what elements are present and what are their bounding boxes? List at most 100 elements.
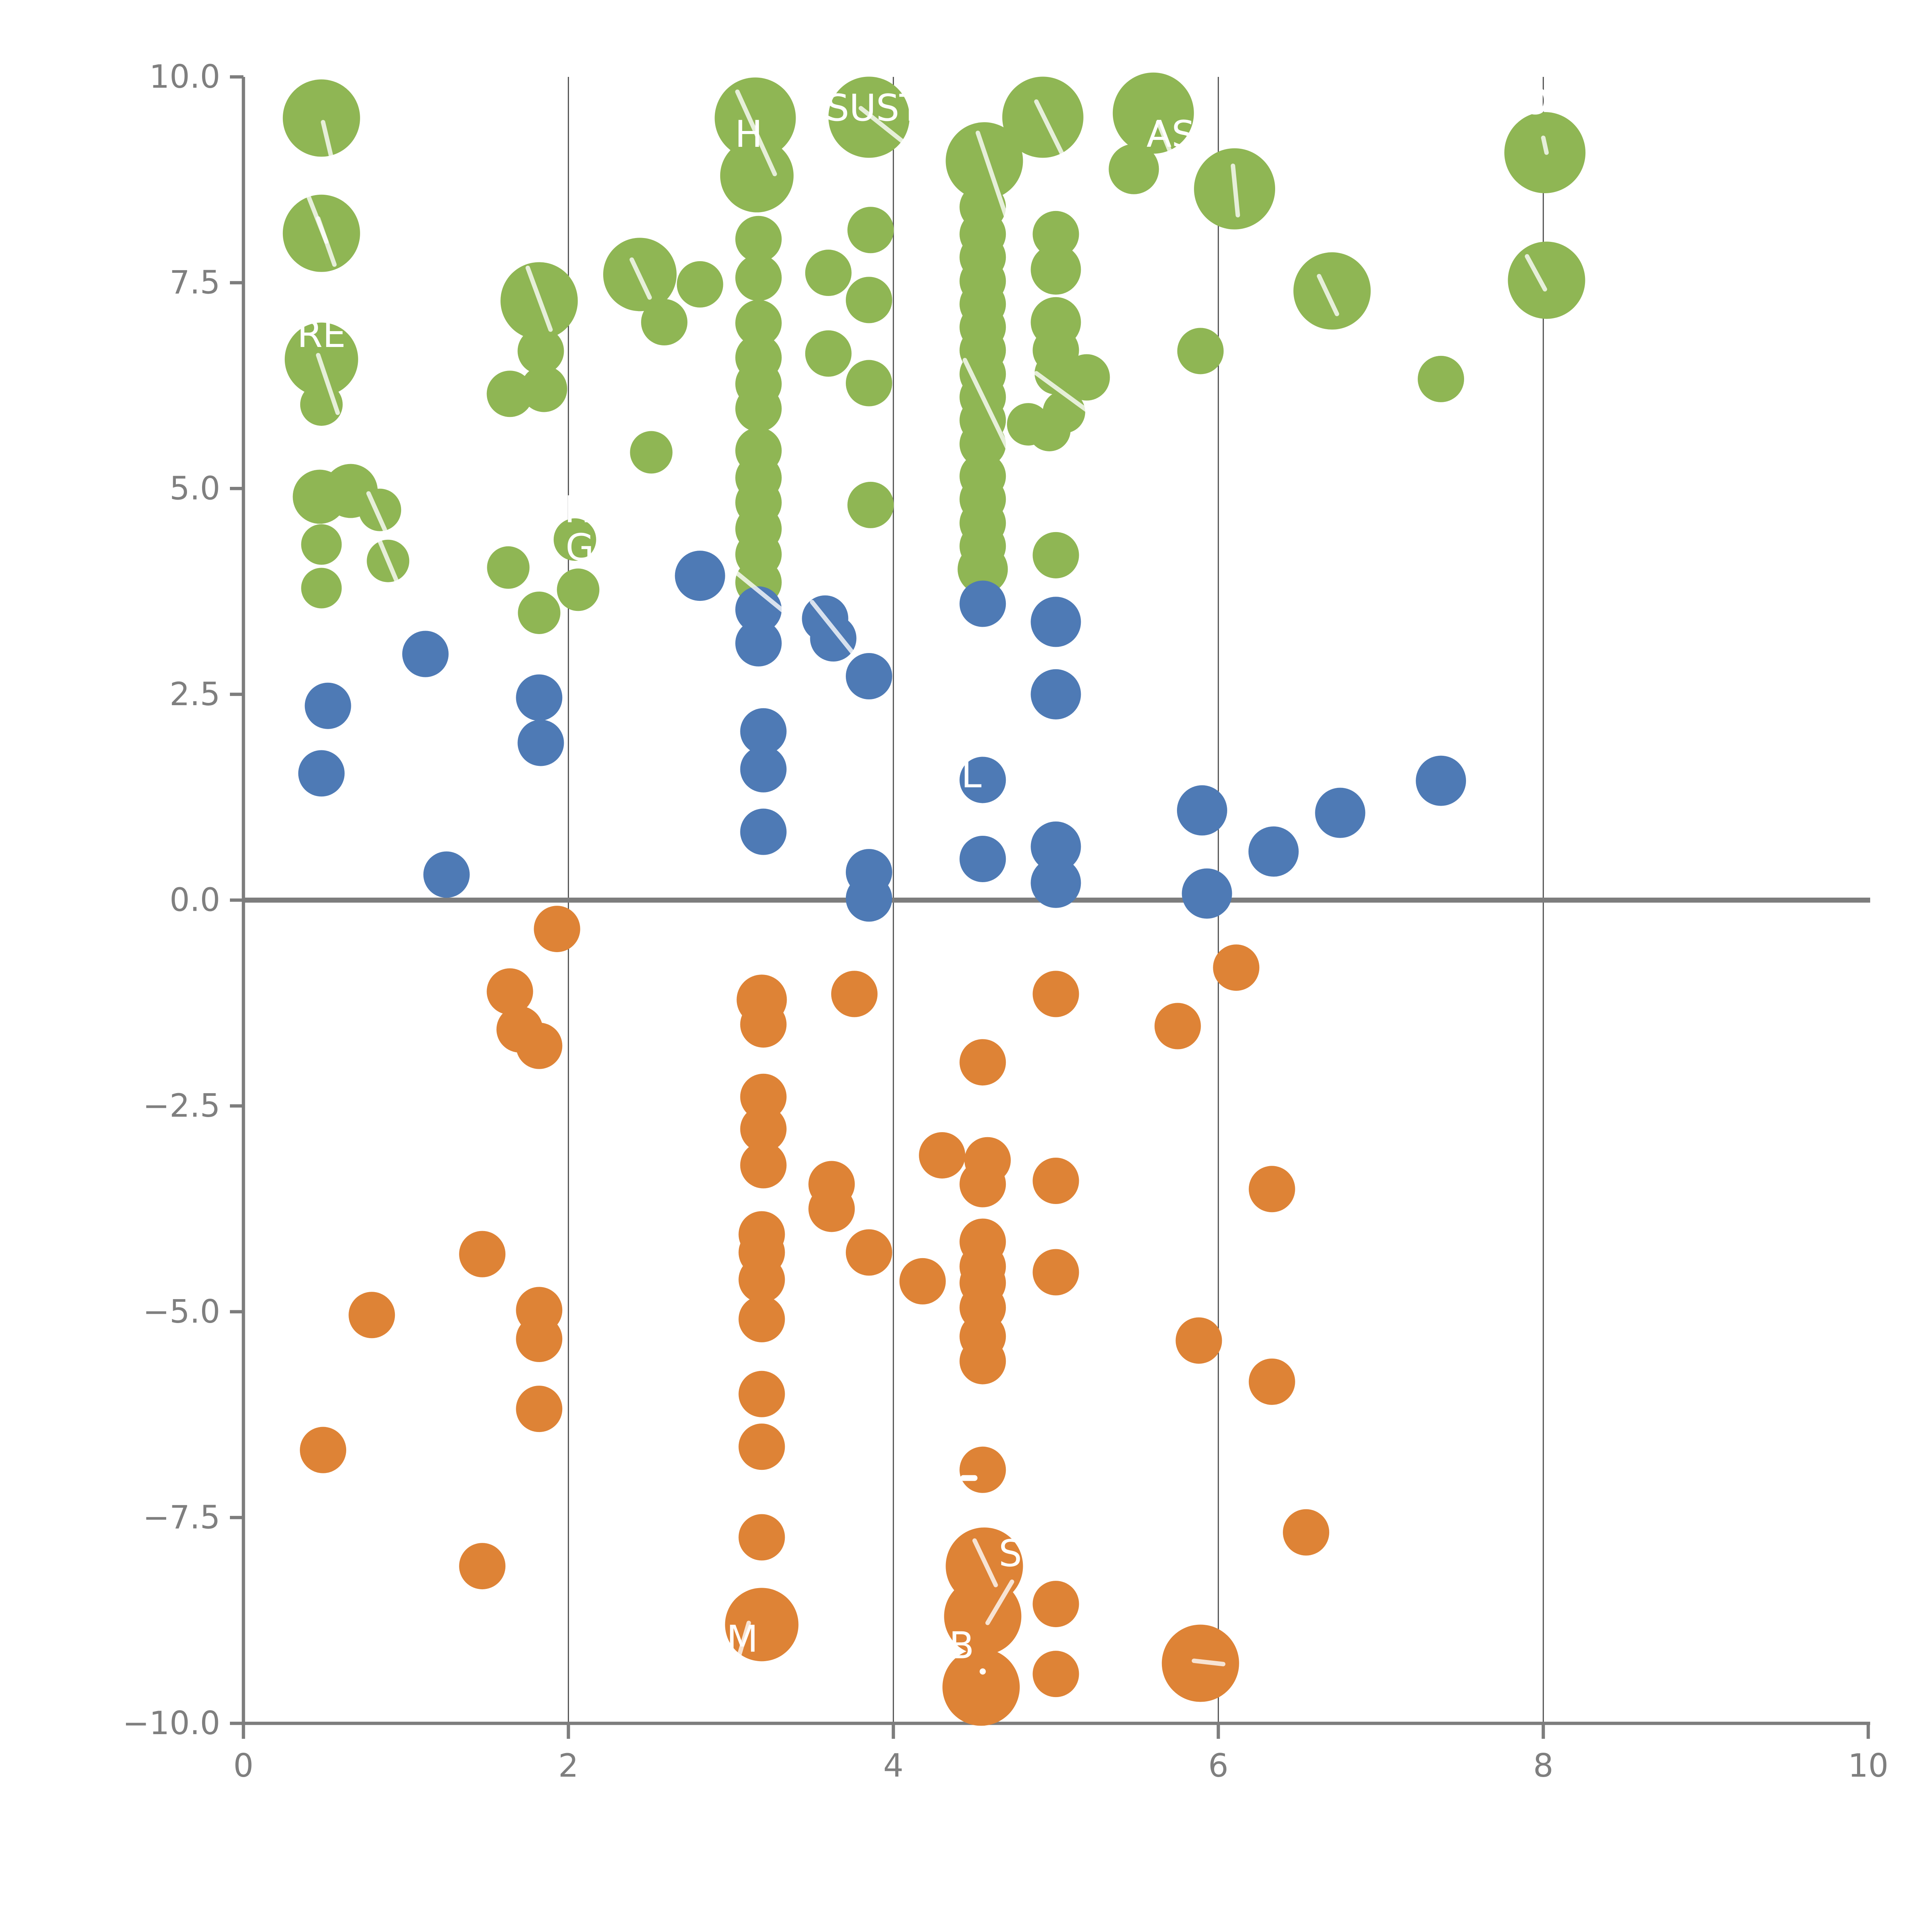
data-point-positive-small <box>959 835 1006 882</box>
leader-line <box>316 353 340 415</box>
x-tick-label: 10 <box>1848 1747 1889 1784</box>
data-point-positive-large <box>1031 244 1081 295</box>
data-point-positive-large <box>957 544 1008 595</box>
bubble-label: O <box>1521 80 1550 123</box>
data-point-negative <box>738 1296 785 1342</box>
data-point-negative <box>738 1514 785 1561</box>
data-point-negative <box>740 1073 787 1120</box>
leader-line <box>1156 120 1185 185</box>
bubble-label: ASSE <box>1146 113 1242 156</box>
data-point-negative <box>1248 1166 1295 1213</box>
data-point-positive-small <box>740 808 787 855</box>
data-point-positive-large <box>1418 355 1464 402</box>
bubble-label: SUST <box>826 87 922 129</box>
data-point-negative <box>1032 1158 1079 1204</box>
data-point-negative <box>534 906 580 952</box>
data-point-negative <box>959 1338 1006 1384</box>
data-point-negative <box>1032 1581 1079 1628</box>
annotation-leader-lines <box>306 89 1549 1675</box>
y-tick-label: 2.5 <box>170 676 220 713</box>
data-point-negative <box>959 1161 1006 1208</box>
data-point-positive-large <box>641 299 688 345</box>
data-point-positive-large <box>301 524 342 565</box>
data-point-negative <box>486 968 533 1015</box>
y-tick-label: 7.5 <box>170 264 220 301</box>
data-point-positive-small <box>1031 669 1081 719</box>
data-point-negative <box>1175 1317 1222 1364</box>
data-point-negative <box>300 1427 347 1473</box>
data-point-positive-large <box>959 421 1006 468</box>
data-point-positive-large <box>845 360 892 406</box>
data-point-negative <box>738 1423 785 1470</box>
leader-line <box>316 216 337 267</box>
data-point-positive-small <box>740 708 787 755</box>
data-point-positive-large <box>1508 242 1585 319</box>
data-point-positive-large <box>1112 72 1194 154</box>
x-tick-label: 0 <box>233 1747 254 1784</box>
y-tick-label: 5.0 <box>170 470 220 507</box>
data-point-negative <box>1032 1651 1079 1697</box>
label-fragment-dot <box>980 1668 986 1675</box>
bubble-label: B <box>949 1625 974 1667</box>
leader-line <box>963 358 1014 460</box>
data-point-negative <box>459 1231 506 1277</box>
data-point-negative <box>740 1001 787 1048</box>
x-tick-label: 2 <box>558 1747 579 1784</box>
data-point-positive-large <box>847 481 894 528</box>
data-point-positive-small <box>298 750 345 797</box>
bubble-label: L <box>961 754 981 796</box>
data-point-positive-small <box>1315 787 1366 838</box>
leader-line <box>972 1538 998 1587</box>
data-point-positive-small <box>959 757 1006 803</box>
data-point-positive-large <box>359 488 401 531</box>
bubble-label: H <box>735 113 762 156</box>
data-point-positive-large <box>805 250 852 296</box>
leader-line <box>1034 371 1115 432</box>
leader-line <box>732 1621 751 1675</box>
x-tick-label: 4 <box>883 1747 904 1784</box>
data-point-negative <box>516 1386 563 1432</box>
data-point-positive-large <box>518 591 561 634</box>
data-point-positive-large <box>553 518 596 561</box>
data-point-negative <box>845 1229 892 1276</box>
data-point-negative <box>459 1543 506 1590</box>
data-point-negative <box>831 971 878 1017</box>
data-point-positive-small <box>517 719 564 766</box>
data-point-negative <box>959 1039 1006 1086</box>
data-point-negative <box>740 1105 787 1152</box>
leader-line <box>732 568 795 621</box>
data-point-negative <box>516 1022 563 1069</box>
data-point-positive-small <box>735 620 782 667</box>
data-point-negative <box>349 1292 395 1338</box>
data-point-negative <box>959 1446 1006 1493</box>
data-point-positive-large <box>946 122 1023 200</box>
data-point-negative <box>1248 1358 1295 1405</box>
leader-line <box>810 600 857 657</box>
data-point-negative <box>1032 1249 1079 1296</box>
leader-line <box>1525 254 1547 292</box>
bubble-label: M <box>726 1618 758 1661</box>
data-point-positive-large <box>735 385 782 432</box>
bubble-label: G <box>566 527 594 569</box>
leader-line <box>1541 135 1549 155</box>
data-point-positive-small <box>1031 857 1081 908</box>
data-point-positive-large <box>735 216 782 262</box>
data-point-negative <box>1213 944 1260 991</box>
data-point-positive-large <box>714 77 796 159</box>
data-point-positive-large <box>520 366 567 412</box>
data-point-positive-large <box>1032 532 1079 578</box>
data-point-positive-small <box>304 682 351 729</box>
leader-line <box>1231 163 1240 218</box>
data-point-positive-large <box>487 546 530 589</box>
y-tick-label: −10.0 <box>122 1705 220 1742</box>
data-point-positive-large <box>720 139 794 213</box>
data-point-positive-small <box>1416 755 1466 806</box>
leader-line <box>859 106 909 147</box>
data-point-positive-large <box>1109 144 1159 194</box>
leader-line <box>735 89 777 177</box>
leader-line <box>1034 99 1068 163</box>
data-point-negative <box>1032 971 1079 1017</box>
leader-line <box>985 1579 1014 1625</box>
